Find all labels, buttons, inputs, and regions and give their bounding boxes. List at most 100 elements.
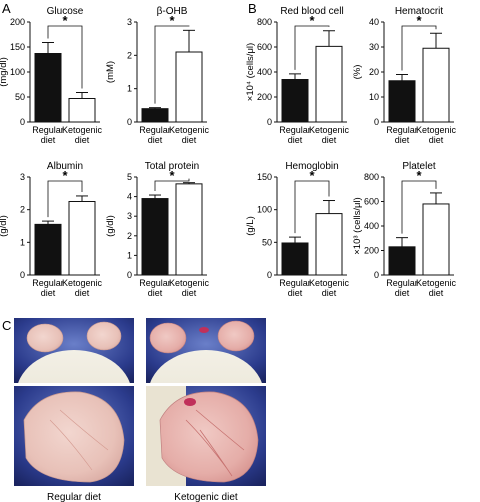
y-axis-label-1: (mM) (105, 61, 116, 83)
x-label-ketogenic-diet-6: diet (322, 288, 337, 298)
y-tick-label-2-2: 400 (257, 67, 272, 77)
y-tick-label-0-2: 100 (10, 67, 25, 77)
x-label-ketogenic-diet-0: diet (75, 135, 90, 145)
chart-title-4: Albumin (47, 161, 83, 172)
x-label-ketogenic-diet-2: diet (322, 135, 337, 145)
significance-star-1: * (169, 13, 175, 28)
x-label-ketogenic-7: Ketogenic (416, 278, 457, 288)
significance-bracket-3 (401, 25, 437, 71)
panel-label-c: C (2, 318, 11, 333)
significance-star-4: * (62, 168, 68, 183)
significance-bracket-7 (401, 180, 437, 234)
y-tick-label-4-1: 1 (20, 237, 25, 247)
y-tick-label-1-3: 3 (127, 17, 132, 27)
bar-5-0 (141, 198, 169, 276)
bar-7-1 (422, 203, 450, 276)
y-tick-label-6-0: 0 (267, 270, 272, 280)
x-label-regular-0: Regular (32, 125, 64, 135)
significance-bracket-6 (294, 180, 330, 234)
y-tick-label-2-0: 0 (267, 117, 272, 127)
x-label-ketogenic-6: Ketogenic (309, 278, 350, 288)
y-axis-label-2: ×10⁴ (cells/μl) (245, 43, 256, 101)
x-label-regular-diet-0: diet (41, 135, 56, 145)
bar-1-1 (175, 51, 203, 123)
x-label-regular-6: Regular (279, 278, 311, 288)
y-tick-label-3-4: 40 (369, 17, 379, 27)
significance-bracket-1 (154, 25, 190, 104)
x-label-ketogenic-2: Ketogenic (309, 125, 350, 135)
y-axis-label-5: (g/dl) (105, 215, 116, 237)
y-tick-label-5-0: 0 (127, 270, 132, 280)
y-tick-label-5-3: 3 (127, 211, 132, 221)
y-axis-label-0: (mg/dl) (0, 57, 9, 87)
bar-0-0 (34, 53, 62, 123)
bar-4-0 (34, 223, 62, 276)
y-tick-label-7-0: 0 (374, 270, 379, 280)
x-label-ketogenic-0: Ketogenic (62, 125, 103, 135)
x-label-regular-diet-7: diet (395, 288, 410, 298)
x-label-ketogenic-diet-1: diet (182, 135, 197, 145)
y-tick-label-7-3: 600 (364, 197, 379, 207)
y-tick-label-4-2: 2 (20, 205, 25, 215)
significance-bracket-4 (47, 180, 83, 218)
x-label-ketogenic-5: Ketogenic (169, 278, 210, 288)
x-label-regular-diet-6: diet (288, 288, 303, 298)
x-label-regular-diet-4: diet (41, 288, 56, 298)
bar-charts: Glucose050100150200(mg/dl)*RegulardietKe… (0, 6, 457, 298)
significance-bracket-0 (47, 25, 83, 89)
bar-7-0 (388, 246, 416, 276)
significance-star-7: * (416, 168, 422, 183)
x-label-regular-2: Regular (279, 125, 311, 135)
y-tick-label-0-0: 0 (20, 117, 25, 127)
y-axis-label-6: (g/L) (245, 216, 256, 236)
significance-bracket-2 (294, 25, 330, 70)
bar-0-1 (68, 98, 96, 123)
significance-star-0: * (62, 13, 68, 28)
y-tick-label-3-2: 20 (369, 67, 379, 77)
y-tick-label-3-1: 10 (369, 92, 379, 102)
bar-3-1 (422, 47, 450, 123)
y-tick-label-7-4: 800 (364, 172, 379, 182)
y-tick-label-7-2: 400 (364, 221, 379, 231)
y-tick-label-1-0: 0 (127, 117, 132, 127)
y-tick-label-6-3: 150 (257, 172, 272, 182)
significance-star-5: * (169, 168, 175, 183)
significance-bracket-5 (154, 178, 190, 192)
x-label-regular-diet-1: diet (148, 135, 163, 145)
chart-title-6: Hemoglobin (285, 161, 338, 172)
x-label-regular-7: Regular (386, 278, 418, 288)
y-tick-label-2-3: 600 (257, 42, 272, 52)
y-tick-label-5-1: 1 (127, 250, 132, 260)
significance-star-3: * (416, 13, 422, 28)
panel-label-a: A (2, 1, 11, 16)
bar-2-1 (315, 45, 343, 123)
y-tick-label-2-1: 200 (257, 92, 272, 102)
y-axis-label-3: (%) (352, 65, 363, 80)
photo-regular-bottom (14, 386, 134, 486)
x-label-regular-3: Regular (386, 125, 418, 135)
bar-5-1 (175, 183, 203, 276)
x-label-regular-4: Regular (32, 278, 64, 288)
y-tick-label-5-2: 2 (127, 231, 132, 241)
y-tick-label-5-4: 4 (127, 192, 132, 202)
y-tick-label-1-2: 2 (127, 50, 132, 60)
x-label-ketogenic-diet-7: diet (429, 288, 444, 298)
y-tick-label-1-1: 1 (127, 84, 132, 94)
bar-6-0 (281, 242, 309, 276)
x-label-regular-diet-3: diet (395, 135, 410, 145)
chart-title-1: β-OHB (157, 6, 188, 17)
chart-title-3: Hematocrit (395, 6, 444, 17)
significance-star-6: * (309, 168, 315, 183)
y-axis-label-7: ×10³ (cells/μl) (352, 197, 363, 254)
y-tick-label-0-4: 200 (10, 17, 25, 27)
photo-caption-ketogenic: Ketogenic diet (174, 492, 238, 502)
y-tick-label-6-2: 100 (257, 205, 272, 215)
bar-6-1 (315, 213, 343, 276)
chart-title-0: Glucose (47, 6, 84, 17)
y-tick-label-6-1: 50 (262, 237, 272, 247)
x-label-regular-1: Regular (139, 125, 171, 135)
bar-1-0 (141, 108, 169, 123)
x-label-regular-diet-2: diet (288, 135, 303, 145)
y-axis-label-4: (g/dl) (0, 215, 9, 237)
